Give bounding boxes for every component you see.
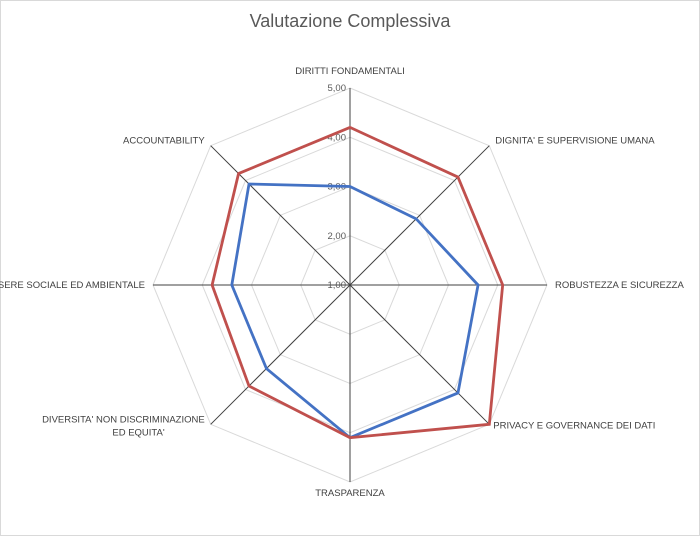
chart-title: Valutazione Complessiva <box>250 11 452 31</box>
axis-spoke <box>210 284 351 425</box>
category-label: ACCOUNTABILITY <box>123 136 205 147</box>
category-label: DIGNITA' E SUPERVISIONE UMANA <box>495 136 655 147</box>
axis-spoke <box>210 145 351 286</box>
axis-spoke <box>349 145 490 286</box>
category-label: ROBUSTEZZA E SICUREZZA <box>555 280 684 291</box>
category-label: BENESSERE SOCIALE ED AMBIENTALE <box>0 280 145 291</box>
series-line <box>210 125 505 440</box>
category-label: TRASPARENZA <box>315 488 385 499</box>
axis-spoke <box>349 284 490 425</box>
tick-label: 5,00 <box>328 83 347 94</box>
category-label: DIVERSITA' NON DISCRIMINAZIONE ED EQUITA' <box>42 414 205 438</box>
category-label: PRIVACY E GOVERNANCE DEI DATI <box>493 420 655 431</box>
tick-label: 4,00 <box>328 132 347 143</box>
tick-label: 1,00 <box>328 280 347 291</box>
category-label: DIRITTI FONDAMENTALI <box>295 66 405 77</box>
tick-label: 2,00 <box>328 231 347 242</box>
